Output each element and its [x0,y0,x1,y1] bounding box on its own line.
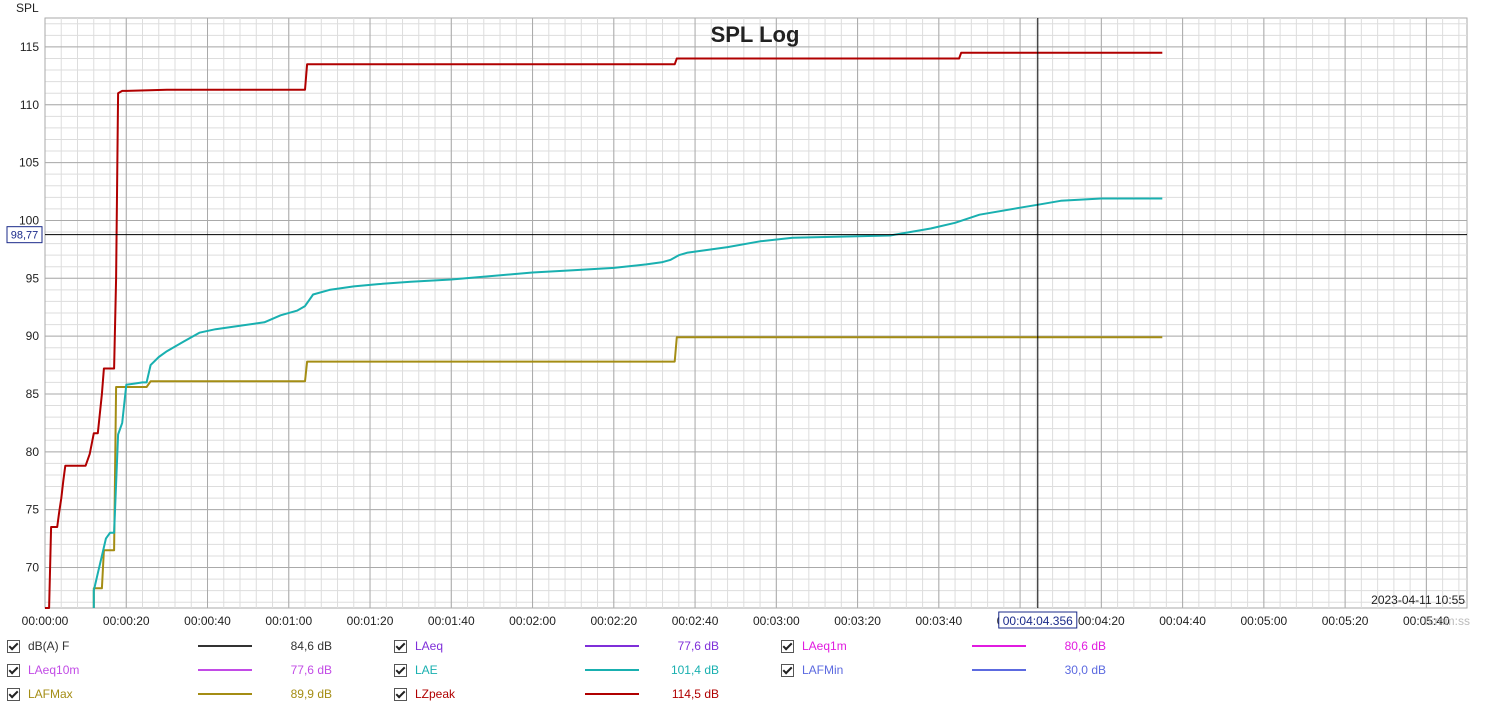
legend-value: 101,4 dB [670,663,719,677]
x-tick-label: 00:04:40 [1159,614,1206,628]
x-tick-label: 00:03:20 [834,614,881,628]
legend-value: 89,9 dB [290,687,332,701]
legend-line-swatch [585,669,639,671]
legend-line-swatch [198,645,252,647]
legend-item-laeq1m[interactable]: LAeq1m 80,6 dB [781,636,1106,656]
legend-checkbox[interactable] [7,687,20,701]
series-lafmax [92,336,1163,608]
cursor-x-readout-box [998,611,1078,629]
x-tick-label: 00:01:20 [347,614,394,628]
legend-label: LZpeak [415,687,456,701]
x-tick-label: 00:05:40 [1403,614,1450,628]
legend: dB(A) F 84,6 dB LAeq 77,6 dB LAeq1m 80,6 dB LA… [0,634,1500,709]
y-tick-label: 100 [19,213,39,227]
series-layer [45,51,1163,609]
cursor-y-readout: 98,77 [11,230,39,242]
legend-checkbox[interactable] [7,639,20,653]
y-tick-label: 110 [20,98,39,112]
legend-line-swatch [198,669,252,671]
x-tick-label: 00:02:00 [509,614,556,628]
legend-label: LAFMax [28,687,73,701]
legend-line-swatch [972,669,1026,671]
y-tick-label: 85 [26,387,40,401]
legend-item-lae[interactable]: LAE 101,4 dB [394,660,719,680]
x-tick-label: 00:04:20 [1078,614,1125,628]
legend-value: 30,0 dB [1064,663,1106,677]
y-axis-ticks: 70 75 80 85 90 95 100 105 110 115 [19,40,39,575]
x-tick-label: 00:03:40 [915,614,962,628]
legend-item-lafmin[interactable]: LAFMin 30,0 dB [781,660,1106,680]
series-lae [92,197,1163,608]
legend-item-db-a-f[interactable]: dB(A) F 84,6 dB [7,636,332,656]
chart-title: SPL Log [711,22,800,47]
x-axis-ticks: 00:00:00 00:00:20 00:00:40 00:01:00 00:01:20… [22,614,1450,628]
legend-line-swatch [972,645,1026,647]
y-tick-label: 115 [20,40,39,54]
major-gridlines [44,18,1467,608]
cursor-x-readout: 00:04:04.356 [1003,614,1073,628]
x-tick-label: 00:00:00 [22,614,69,628]
cursor[interactable]: 98,77 00:04:04.356 [6,18,1467,629]
legend-item-lzpeak[interactable]: LZpeak 114,5 dB [394,684,719,704]
x-tick-label: 00:05:00 [1240,614,1287,628]
legend-line-swatch [585,693,639,695]
legend-checkbox[interactable] [7,663,20,677]
y-tick-label: 75 [26,503,40,517]
y-tick-label: 90 [26,329,40,343]
x-tick-label: 00:00:20 [103,614,150,628]
x-tick-label: 00:00:40 [184,614,231,628]
legend-line-swatch [585,645,639,647]
y-tick-label: 95 [26,271,40,285]
y-axis-label: SPL [16,1,39,15]
timestamp: 2023-04-11 10:55 [1371,593,1465,607]
x-tick-label: 00:03:00 [753,614,800,628]
series-line [92,197,1163,608]
cursor-y-readout-box [6,226,43,244]
y-tick-label: 80 [26,445,40,459]
x-tick-label: 00:01:00 [265,614,312,628]
x-tick-label: 00:05:20 [1322,614,1369,628]
legend-value: 84,6 dB [290,639,332,653]
legend-line-swatch [198,693,252,695]
legend-item-lafmax[interactable]: LAFMax 89,9 dB [7,684,332,704]
series-line [92,336,1163,608]
legend-label: LAE [415,663,438,677]
legend-label: LAeq1m [802,639,847,653]
legend-checkbox[interactable] [394,687,407,701]
legend-label: LAeq [415,639,444,653]
x-axis-unit-label: h:mm:ss [1425,614,1470,628]
legend-value: 77,6 dB [290,663,332,677]
legend-value: 114,5 dB [671,687,719,701]
legend-checkbox[interactable] [781,639,794,653]
legend-value: 80,6 dB [1064,639,1106,653]
legend-label: LAFMin [802,663,844,677]
spl-log-chart: 70 75 80 85 90 95 100 105 110 115 00:00:00 00:00:2… [6,1,1470,629]
legend-item-laeq[interactable]: LAeq 77,6 dB [394,636,719,656]
legend-label: dB(A) F [28,639,70,653]
legend-value: 77,6 dB [677,639,719,653]
x-tick-label: 00:02:40 [672,614,719,628]
legend-checkbox[interactable] [781,663,794,677]
series-line [45,51,1163,609]
legend-checkbox[interactable] [394,663,407,677]
legend-item-laeq10m[interactable]: LAeq10m 77,6 dB [7,660,332,680]
series-lzpeak [45,51,1163,609]
y-tick-label: 70 [26,561,40,575]
x-tick-label: 00:02:20 [590,614,637,628]
y-tick-label: 105 [19,156,39,170]
legend-checkbox[interactable] [394,639,407,653]
x-tick-label: 00:01:40 [428,614,475,628]
legend-label: LAeq10m [28,663,80,677]
